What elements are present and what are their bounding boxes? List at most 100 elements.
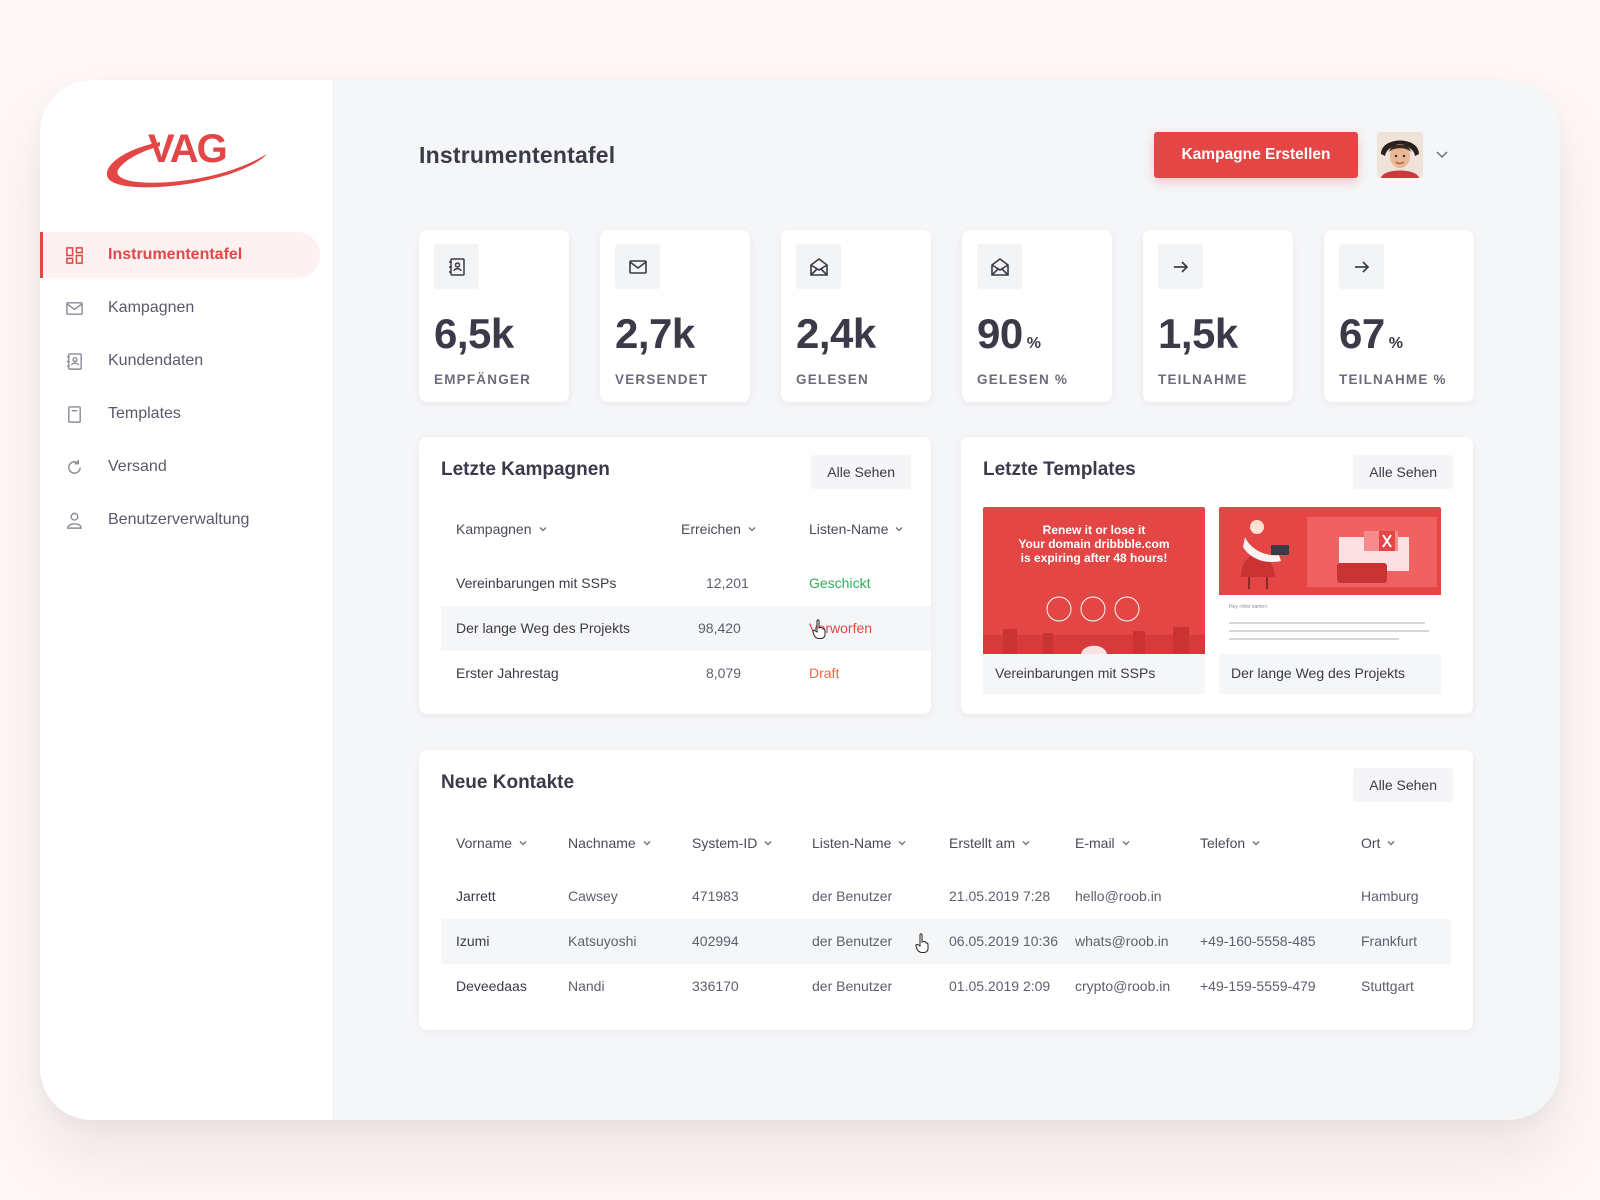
column-header-kampagnen[interactable]: Kampagnen <box>456 521 548 537</box>
contact-list-name: der Benutzer <box>812 888 893 904</box>
column-header-label: E-mail <box>1075 835 1115 851</box>
sidebar-nav: Instrumententafel Kampagnen Kundendaten … <box>40 232 333 550</box>
see-all-campaigns-button[interactable]: Alle Sehen <box>811 455 911 489</box>
column-header-label: Vorname <box>456 835 513 851</box>
sidebar-item-kundendaten[interactable]: Kundendaten <box>40 338 320 384</box>
column-header-erreichen[interactable]: Erreichen <box>681 521 757 537</box>
stats-row: 6,5k EMPFÄNGER 2,7k VERSENDET 2,4k GELES… <box>419 230 1474 402</box>
card-title: Letzte Templates <box>983 459 1136 480</box>
stat-card-empfaenger: 6,5k EMPFÄNGER <box>419 230 569 402</box>
chevron-down-icon <box>1022 841 1030 846</box>
hand-cursor-icon <box>915 933 929 953</box>
contacts-book-icon <box>64 351 84 371</box>
sidebar-item-kampagnen[interactable]: Kampagnen <box>40 285 320 331</box>
card-title: Letzte Kampagnen <box>441 459 610 480</box>
column-header-telefon[interactable]: Telefon <box>1200 835 1261 851</box>
campaign-reach: 8,079 <box>706 665 742 681</box>
column-header-system-id[interactable]: System-ID <box>692 835 773 851</box>
see-all-contacts-button[interactable]: Alle Sehen <box>1353 768 1453 802</box>
contacts-book-icon <box>434 244 479 289</box>
sidebar-item-instrumententafel[interactable]: Instrumententafel <box>40 232 320 278</box>
stat-label: TEILNAHME % <box>1339 372 1447 387</box>
stat-label: EMPFÄNGER <box>434 372 532 387</box>
contact-system-id: 336170 <box>692 978 739 994</box>
sidebar-item-templates[interactable]: Templates <box>40 391 320 437</box>
sidebar-item-label: Benutzerverwaltung <box>108 511 250 528</box>
chevron-down-icon[interactable] <box>1434 146 1450 162</box>
open-mail-icon <box>977 244 1022 289</box>
contact-first-name: Deveedaas <box>456 978 527 994</box>
stat-card-teilnahme: 1,5k TEILNAHME <box>1143 230 1293 402</box>
column-header-label: Nachname <box>568 835 636 851</box>
stat-card-gelesen: 2,4k GELESEN <box>781 230 931 402</box>
see-all-templates-button[interactable]: Alle Sehen <box>1353 455 1453 489</box>
contact-city: Stuttgart <box>1361 978 1414 994</box>
column-header-label: Kampagnen <box>456 521 532 537</box>
campaign-status: Draft <box>809 665 840 681</box>
table-row[interactable]: Jarrett Cawsey 471983 der Benutzer 21.05… <box>441 874 1451 919</box>
sidebar-item-versand[interactable]: Versand <box>40 444 320 490</box>
sidebar-item-label: Instrumententafel <box>108 246 243 263</box>
template-label: Vereinbarungen mit SSPs <box>995 665 1156 681</box>
table-row[interactable]: Der lange Weg des Projekts 98,420 Verwor… <box>441 606 931 651</box>
chevron-down-icon <box>643 841 651 846</box>
contact-first-name: Jarrett <box>456 888 496 904</box>
refresh-icon <box>64 457 84 477</box>
stat-card-versendet: 2,7k VERSENDET <box>600 230 750 402</box>
column-header-email[interactable]: E-mail <box>1075 835 1131 851</box>
recent-campaigns-card: Letzte Kampagnen Alle Sehen Kampagnen Er… <box>419 437 931 714</box>
recent-templates-card: Letzte Templates Alle Sehen Renew it or … <box>961 437 1473 714</box>
table-row[interactable]: Deveedaas Nandi 336170 der Benutzer 01.0… <box>441 964 1451 1009</box>
app-window: VAG Instrumententafel Kampagnen Kund <box>40 80 1560 1120</box>
contact-system-id: 471983 <box>692 888 739 904</box>
column-header-label: Telefon <box>1200 835 1246 851</box>
table-row[interactable]: Erster Jahrestag 8,079 Draft <box>441 651 931 696</box>
template-card[interactable]: Hey <first name>, Der lange Weg des Proj… <box>1219 507 1441 694</box>
chevron-down-icon <box>764 841 772 846</box>
column-header-vorname[interactable]: Vorname <box>456 835 528 851</box>
stat-value: 6,5k <box>434 310 514 357</box>
column-header-label: Erreichen <box>681 521 741 537</box>
template-preview-image <box>983 507 1205 654</box>
chevron-down-icon <box>1252 841 1260 846</box>
stat-card-teilnahme-prozent: 67% TEILNAHME % <box>1324 230 1474 402</box>
main-content: Instrumententafel Kampagne Erstellen 6,5 <box>334 80 1560 1120</box>
contact-email: crypto@roob.in <box>1075 978 1171 994</box>
mail-icon <box>615 244 660 289</box>
table-row[interactable]: Vereinbarungen mit SSPs 12,201 Geschickt <box>441 561 931 606</box>
chevron-down-icon <box>1387 841 1395 846</box>
column-header-nachname[interactable]: Nachname <box>568 835 652 851</box>
sidebar-item-benutzerverwaltung[interactable]: Benutzerverwaltung <box>40 497 320 543</box>
contact-created-at: 21.05.2019 7:28 <box>949 888 1051 904</box>
campaign-reach: 98,420 <box>698 620 741 636</box>
column-header-listen-name[interactable]: Listen-Name <box>809 521 904 537</box>
chevron-down-icon <box>539 527 546 532</box>
contact-created-at: 06.05.2019 10:36 <box>949 933 1058 949</box>
vag-logo[interactable]: VAG <box>100 120 270 192</box>
open-mail-icon <box>796 244 841 289</box>
column-header-erstellt-am[interactable]: Erstellt am <box>949 835 1031 851</box>
card-title: Neue Kontakte <box>441 772 575 793</box>
contact-system-id: 402994 <box>692 933 739 949</box>
template-card[interactable]: Renew it or lose it Your domain dribbble… <box>983 507 1205 694</box>
column-header-label: Erstellt am <box>949 835 1016 851</box>
sidebar-item-label: Versand <box>108 458 167 475</box>
stat-label: VERSENDET <box>615 372 709 387</box>
contact-phone: +49-159-5559-479 <box>1200 978 1316 994</box>
contact-phone: +49-160-5558-485 <box>1200 933 1316 949</box>
stat-card-gelesen-prozent: 90% GELESEN % <box>962 230 1112 402</box>
create-campaign-button[interactable]: Kampagne Erstellen <box>1154 132 1358 178</box>
template-label: Der lange Weg des Projekts <box>1231 665 1406 681</box>
column-header-ort[interactable]: Ort <box>1361 835 1396 851</box>
contact-city: Hamburg <box>1361 888 1419 904</box>
column-header-listen-name[interactable]: Listen-Name <box>812 835 907 851</box>
template-preview-text: Renew it or lose it Your domain dribbble… <box>1018 523 1170 565</box>
svg-text:Hey <first name>,: Hey <first name>, <box>1229 604 1268 610</box>
table-row[interactable]: Izumi Katsuyoshi 402994 der Benutzer 06.… <box>441 919 1451 964</box>
campaign-name: Erster Jahrestag <box>456 665 559 681</box>
contact-created-at: 01.05.2019 2:09 <box>949 978 1051 994</box>
avatar[interactable] <box>1377 132 1423 178</box>
grid-icon <box>64 245 84 265</box>
column-header-label: Ort <box>1361 835 1381 851</box>
hand-cursor-icon <box>812 619 826 639</box>
